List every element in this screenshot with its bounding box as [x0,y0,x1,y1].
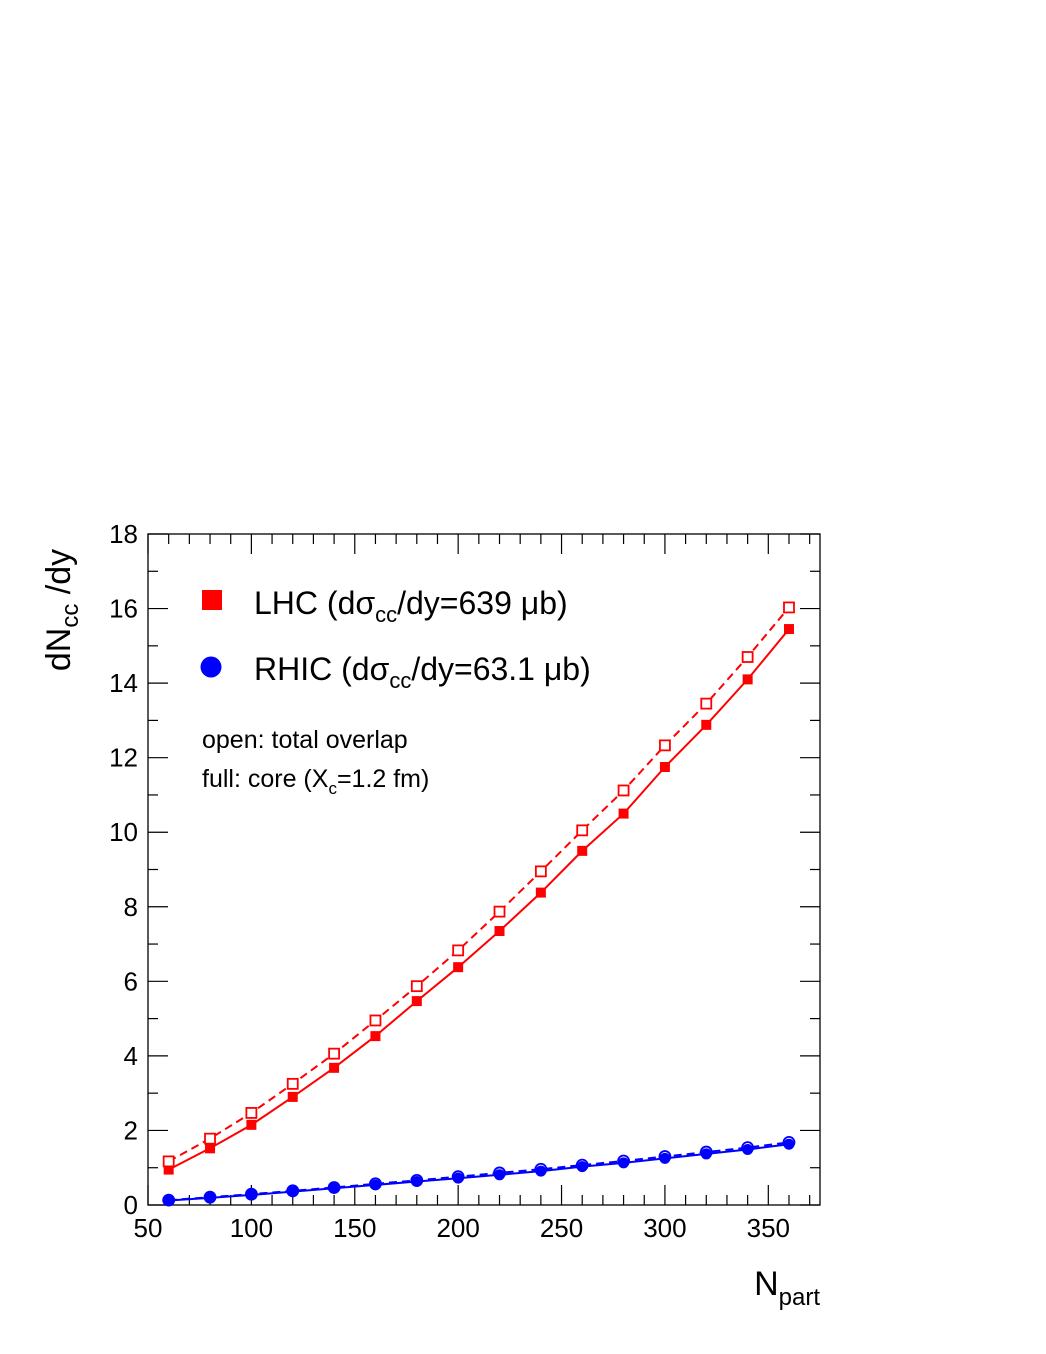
point-lhc_core [287,1091,298,1102]
point-lhc_core [205,1143,216,1154]
point-lhc_core [742,674,753,685]
point-lhc_total [328,1047,340,1060]
point-lhc_total [286,1077,299,1090]
point-rhic_total [575,1158,589,1172]
point-lhc_core [659,761,670,772]
series-line-rhic_core [168,1143,790,1202]
point-rhic_total [369,1177,382,1191]
point-rhic_total [493,1166,506,1180]
point-lhc_total [534,865,547,878]
point-lhc_total [617,784,630,797]
point-lhc_core [535,887,546,898]
point-lhc_total [576,824,589,837]
point-lhc_total [204,1132,216,1145]
series-rhic_total [162,1135,796,1207]
series-line-rhic_total [168,1141,790,1202]
point-lhc_total [452,944,465,957]
point-lhc_core [453,962,464,973]
point-rhic_total [451,1170,465,1184]
y-tick-label: 14 [109,668,138,698]
point-lhc_total [369,1014,382,1027]
legend-note-full: full: core (Xc=1.2 fm) [202,765,429,798]
axis-ticks [147,533,820,1206]
y-tick-label: 0 [124,1190,138,1220]
y-tick-label: 4 [124,1041,138,1071]
point-lhc_total [493,905,506,918]
point-lhc_total [659,739,671,752]
y-tick-label: 10 [109,817,138,847]
point-rhic_total [534,1162,548,1176]
x-tick-label: 100 [230,1213,273,1243]
x-tick-label: 250 [540,1213,583,1243]
point-lhc_total [410,980,423,993]
legend: LHC (dσcc/dy=639 μb) RHIC (dσcc/dy=63.1 … [200,585,591,798]
point-rhic_total [410,1173,424,1187]
series-line-lhc_total [168,606,790,1163]
x-tick-label: 300 [643,1213,686,1243]
series-layer [162,601,796,1207]
point-rhic_total [327,1181,341,1194]
point-lhc_core [163,1164,174,1175]
plot-frame [147,533,821,1206]
x-tick-label: 200 [436,1213,479,1243]
point-lhc_total [700,697,713,710]
point-lhc_core [329,1062,340,1073]
legend-rhic-label: RHIC (dσcc/dy=63.1 μb) [254,651,591,693]
x-tick-label: 50 [134,1213,163,1243]
point-lhc_core [783,624,794,635]
point-lhc_total [245,1107,258,1119]
x-tick-label: 150 [333,1213,376,1243]
y-tick-label: 2 [124,1115,138,1145]
series-line-lhc_core [168,628,790,1171]
point-rhic_total [617,1154,630,1168]
y-tick-label: 16 [109,594,138,624]
x-tick-label: 350 [747,1213,790,1243]
legend-lhc-label: LHC (dσcc/dy=639 μb) [254,585,568,627]
point-rhic_total [244,1187,258,1201]
series-lhc_core [163,624,794,1175]
point-rhic_core [328,1182,340,1194]
point-rhic_total [699,1145,713,1159]
point-lhc_core [494,926,505,937]
point-lhc_total [162,1155,175,1168]
point-lhc_core [370,1031,381,1042]
legend-note-open: open: total overlap [202,726,408,754]
y-tick-label: 18 [109,519,138,549]
point-lhc_total [741,651,754,663]
tick-labels: 50 100 150 200 250 300 350 0 2 4 6 8 10 12 14 16 18 [109,519,790,1243]
point-rhic_total [741,1141,755,1154]
point-rhic_total [658,1150,672,1163]
point-rhic_total [286,1184,300,1198]
legend-lhc-marker [202,590,222,610]
point-lhc_core [701,719,712,730]
y-tick-label: 6 [124,966,138,996]
y-tick-label: 8 [124,892,138,922]
point-lhc_core [246,1119,257,1130]
point-rhic_total [162,1193,176,1207]
x-axis-title: Npart [754,1265,820,1311]
point-rhic_total [203,1190,217,1204]
y-axis-title: dNcc /dy [40,549,84,671]
point-rhic_total [782,1135,796,1149]
legend-rhic-marker [200,656,222,678]
point-rhic_core [163,1195,175,1207]
point-lhc_total [783,601,795,614]
series-lhc_total [162,601,795,1168]
point-lhc_core [411,996,422,1007]
point-lhc_core [577,845,588,856]
y-tick-label: 12 [109,743,138,773]
point-lhc_core [618,808,629,819]
